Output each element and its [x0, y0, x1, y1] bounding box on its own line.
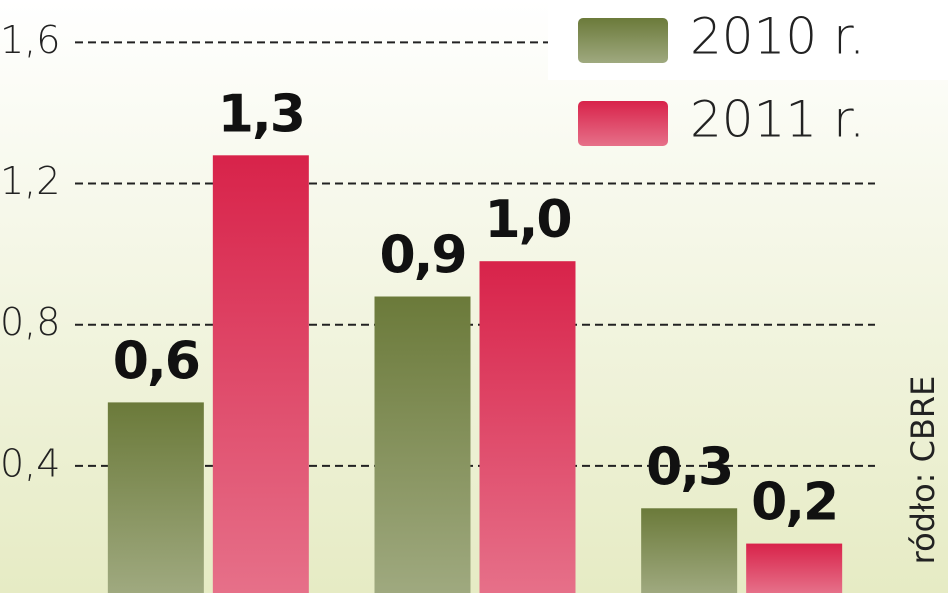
bar	[641, 508, 738, 593]
y-tick-label: 0,4	[0, 441, 60, 485]
value-label: 0,2	[751, 473, 837, 533]
value-label: 0,9	[379, 226, 465, 286]
value-label: 0,3	[646, 437, 732, 497]
legend: 2010 r. 2011 r.	[578, 8, 865, 149]
y-tick-label: 1,2	[0, 159, 60, 203]
source: ródło: CBRE	[904, 376, 942, 565]
legend-swatch	[578, 18, 668, 63]
value-label: 1,0	[484, 190, 570, 250]
bars: 0,6 1,3 0,9 1,0 0,3 0,2	[107, 84, 843, 593]
bar	[746, 543, 843, 593]
bar	[374, 296, 471, 593]
bar	[107, 402, 204, 593]
bar	[479, 261, 576, 593]
bar	[212, 155, 309, 593]
legend-label: 2010 r.	[690, 8, 865, 66]
legend-label: 2011 r.	[690, 91, 865, 149]
y-tick-label: 0,8	[0, 300, 60, 344]
y-tick-label: 1,6	[0, 18, 60, 62]
value-label: 1,3	[218, 84, 304, 144]
legend-swatch	[578, 101, 668, 146]
value-label: 0,6	[113, 331, 199, 391]
